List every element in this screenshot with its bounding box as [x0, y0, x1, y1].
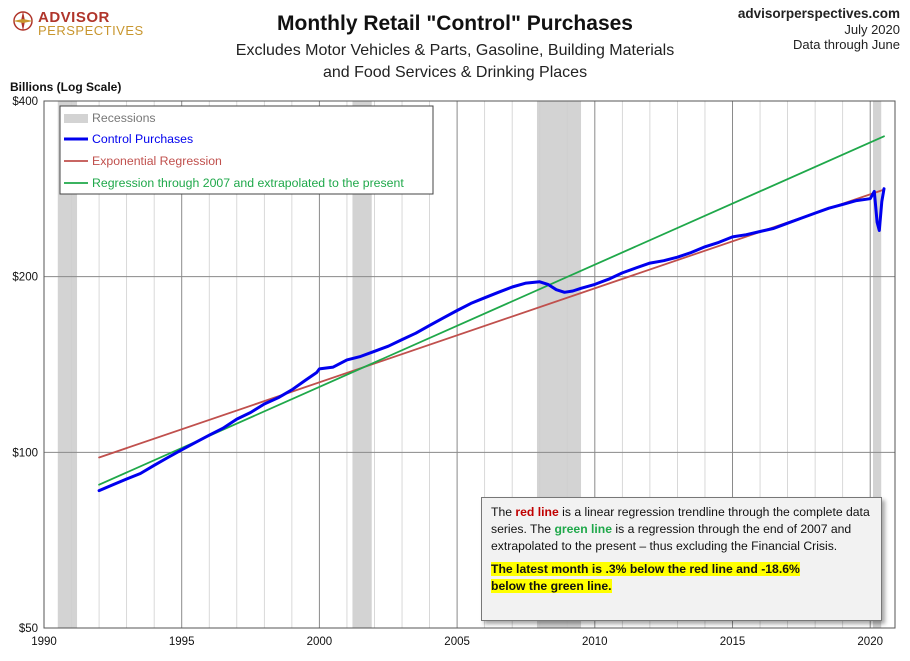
- legend-label-2: Exponential Regression: [92, 154, 222, 168]
- x-tick-label-1: 1995: [169, 636, 195, 648]
- series-line-0: [97, 187, 886, 493]
- annotation-green-label: green line: [554, 522, 613, 536]
- compass-logo-icon: [13, 11, 33, 31]
- x-tick-label-5: 2015: [720, 636, 746, 648]
- y-axis-label: Billions (Log Scale): [10, 80, 122, 94]
- legend-box: [59, 105, 434, 195]
- legend-swatch-0: [64, 114, 88, 123]
- x-tick-label-0: 1990: [31, 636, 57, 648]
- y-tick-label-1: $100: [12, 447, 38, 459]
- annotation-red-label: red line: [515, 505, 559, 519]
- logo-line1: ADVISOR: [38, 9, 110, 26]
- x-tick-label-6: 2020: [857, 636, 883, 648]
- annotation-text-part3: is a regression through the end of 2007 …: [491, 522, 852, 553]
- y-tick-label-3: $400: [12, 96, 38, 108]
- legend: Recessions Control Purchases Exponential R…: [59, 105, 434, 195]
- legend-label-3: Regression through 2007 and extrapolated…: [92, 176, 404, 190]
- recession-band-0: [57, 101, 78, 628]
- source-site: advisorperspectives.com: [737, 6, 900, 21]
- annotation-text-part1: The: [491, 505, 516, 519]
- y-tick-label-2: $200: [12, 272, 38, 284]
- legend-label-1: Control Purchases: [92, 132, 193, 146]
- annotation-text-part2: is a linear regression trendline through…: [491, 505, 870, 536]
- annotation-highlight-line2: below the green line.: [491, 579, 612, 593]
- y-tick-label-0: $50: [19, 623, 38, 635]
- x-tick-label-3: 2005: [444, 636, 470, 648]
- legend-label-0: Recessions: [92, 111, 156, 125]
- annotation-highlight: The latest month is .3% below the red li…: [491, 561, 873, 595]
- annotation-highlight-line1: The latest month is .3% below the red li…: [491, 562, 800, 576]
- chart-subtitle-line1: Excludes Motor Vehicles & Parts, Gasolin…: [235, 42, 675, 59]
- x-tick-label-4: 2010: [582, 636, 608, 648]
- logo-line2: PERSPECTIVES: [38, 23, 144, 38]
- annotation-box: The red line is a linear regression tren…: [481, 497, 882, 621]
- logo: ADVISOR PERSPECTIVES: [12, 8, 144, 38]
- chart-subtitle-line2: and Food Services & Drinking Places: [322, 64, 588, 81]
- series-line-2: [98, 135, 885, 486]
- recession-band-3: [872, 101, 882, 628]
- plot-frame: [43, 100, 896, 629]
- chart-title: Monthly Retail "Control" Purchases: [277, 12, 633, 35]
- x-tick-label-2: 2000: [307, 636, 333, 648]
- source-date: July 2020: [844, 22, 900, 37]
- source-note: Data through June: [793, 37, 900, 52]
- recession-band-1: [352, 101, 372, 628]
- annotation-text: The red line is a linear regression tren…: [491, 504, 873, 555]
